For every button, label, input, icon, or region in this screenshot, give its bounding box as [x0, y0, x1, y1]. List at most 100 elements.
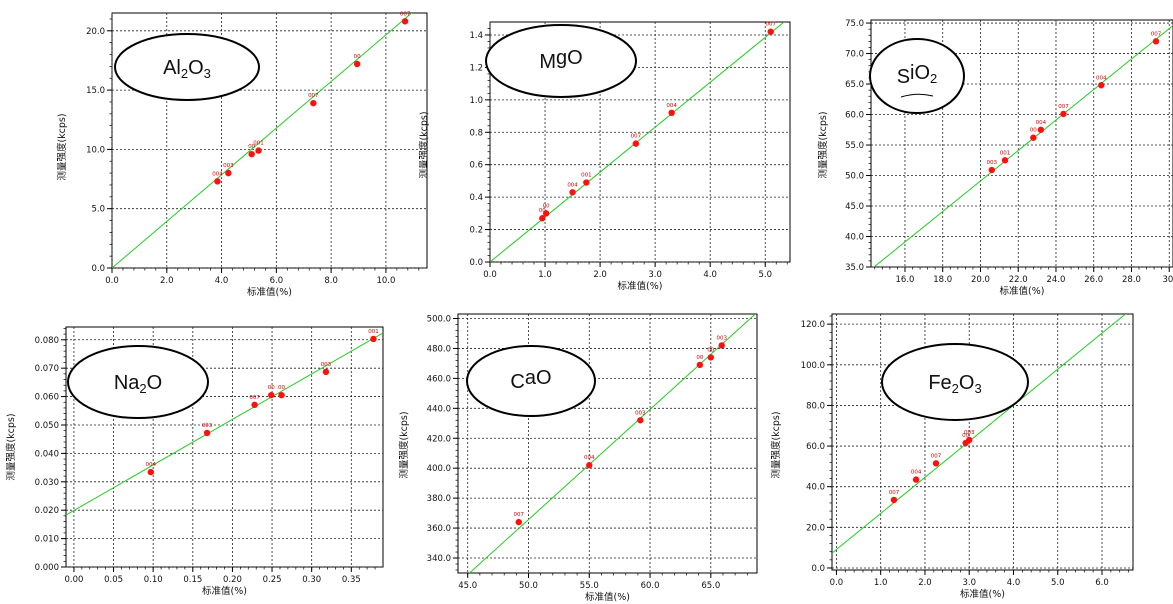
x-tick-label: 5.0	[758, 270, 772, 280]
fit-line	[112, 13, 413, 268]
point-label: 004	[1096, 75, 1107, 81]
x-tick-label: 16.0	[896, 275, 915, 285]
chart-na2o: 0.00 0.05 0.10 0.15 0.20 0.25 0.30 0.35 0.000 0.0…	[5, 326, 384, 597]
x-tick-label: 0.30	[302, 575, 321, 585]
point-label: 003	[202, 423, 213, 429]
y-tick-label: 420.0	[427, 434, 451, 444]
point-label: 001	[368, 329, 379, 335]
y-tick-label: 380.0	[427, 494, 451, 504]
point-label: 00	[268, 385, 275, 391]
oxide-label: Na2O	[114, 372, 162, 396]
point-label: 00	[696, 355, 703, 361]
data-point	[542, 210, 550, 217]
oxide-label: SiO2	[897, 62, 938, 88]
oxide-label: Al2O3	[163, 57, 211, 81]
y-tick-label: 0.050	[35, 421, 59, 431]
x-tick-label: 3.0	[648, 270, 662, 280]
y-axis-title: 测量强度(kcps)	[56, 113, 68, 180]
y-tick-label: 80.0	[806, 401, 825, 411]
x-tick-label: 0.25	[263, 575, 282, 585]
point-label: 003	[717, 335, 728, 341]
x-tick-label: 65.0	[701, 581, 720, 591]
point-label: 00	[707, 347, 714, 353]
y-tick-label: 60.0	[806, 442, 825, 452]
data-point	[583, 179, 590, 186]
x-tick-label: 6.0	[1095, 578, 1109, 588]
y-tick-label: 0.8	[469, 128, 483, 138]
y-tick-label: 0.040	[35, 449, 59, 459]
chart-al2o3: 0.0 2.0 4.0 6.0 8.0 10.0 0.0 5.0 10.0 15.0 20.0 004…	[56, 11, 428, 298]
data-point	[586, 462, 593, 469]
x-tick-label: 60.0	[641, 581, 660, 591]
x-tick-label: 10.0	[376, 276, 395, 286]
point-label: 007	[514, 512, 525, 518]
fit-line	[468, 314, 757, 573]
x-tick-label: 55.0	[580, 581, 599, 591]
y-tick-label: 55.0	[845, 141, 864, 151]
data-point	[966, 436, 973, 444]
y-tick-label: 0.0	[469, 258, 483, 268]
x-axis-title: 标准值(%)	[1000, 285, 1045, 297]
y-tick-label: 35.0	[845, 263, 864, 273]
data-point	[147, 468, 154, 476]
y-tick-label: 1.4	[469, 31, 483, 41]
y-axis-title: 测量强度(kcps)	[5, 413, 17, 480]
x-tick-label: 0.10	[144, 575, 163, 585]
point-label: 007	[931, 453, 942, 459]
y-axis-title: 测量强度(kcps)	[398, 411, 410, 478]
data-point	[988, 166, 995, 174]
annotation-stroke	[900, 93, 934, 98]
x-tick-label: 2.0	[593, 270, 607, 280]
data-point	[353, 60, 361, 68]
point-label: 004	[567, 182, 578, 188]
y-tick-label: 0.020	[35, 506, 59, 516]
data-point	[932, 460, 940, 467]
data-point	[668, 109, 675, 117]
x-tick-label: 4.0	[1007, 578, 1021, 588]
fit-line	[490, 22, 785, 262]
point-label: 00	[962, 433, 969, 439]
fit-line	[66, 332, 383, 516]
data-point	[322, 368, 330, 376]
x-tick-label: 0.0	[483, 270, 497, 280]
point-label: 003	[987, 160, 998, 166]
oxide-badge	[466, 345, 596, 417]
data-point	[278, 391, 285, 399]
y-tick-label: 50.0	[845, 172, 864, 182]
x-tick-label: 4.0	[703, 270, 717, 280]
x-tick-label: 24.0	[1047, 275, 1066, 285]
x-tick-label: 20.0	[971, 275, 990, 285]
data-point	[268, 391, 275, 399]
point-label: 004	[911, 470, 922, 476]
data-point	[696, 361, 704, 369]
y-tick-label: 100.0	[801, 361, 825, 371]
x-tick-label: 8.0	[324, 276, 338, 286]
data-point	[214, 178, 221, 185]
data-point	[912, 476, 920, 483]
data-point	[539, 215, 546, 222]
y-axis-title: 测量强度(kcps)	[770, 411, 782, 478]
y-tick-label: 0.0	[91, 264, 105, 274]
data-point	[1030, 134, 1037, 141]
data-point	[1037, 126, 1045, 133]
data-point	[1060, 110, 1067, 118]
chart-sio2: 16.0 18.0 20.0 22.0 24.0 26.0 28.0 30. 35.0 40.0 4…	[817, 19, 1173, 297]
point-label: 001	[581, 173, 592, 179]
y-tick-label: 460.0	[427, 374, 451, 384]
x-axis-title: 标准值(%)	[618, 280, 663, 292]
x-tick-label: 50.0	[519, 581, 538, 591]
y-axis-title: 测量强度(kcps)	[418, 111, 430, 178]
x-tick-label: 2.0	[918, 578, 932, 588]
point-label: 00	[354, 54, 361, 60]
y-tick-label: 40.0	[806, 483, 825, 493]
data-point	[515, 518, 522, 526]
y-tick-label: 0.0	[811, 564, 825, 574]
point-label: 004	[584, 455, 595, 461]
y-tick-label: 75.0	[845, 19, 864, 29]
x-tick-label: 18.0	[933, 275, 952, 285]
y-tick-label: 340.0	[427, 554, 451, 564]
oxide-badge	[881, 343, 1029, 421]
x-tick-label: 6.0	[270, 276, 284, 286]
x-tick-label: 1.0	[874, 578, 888, 588]
